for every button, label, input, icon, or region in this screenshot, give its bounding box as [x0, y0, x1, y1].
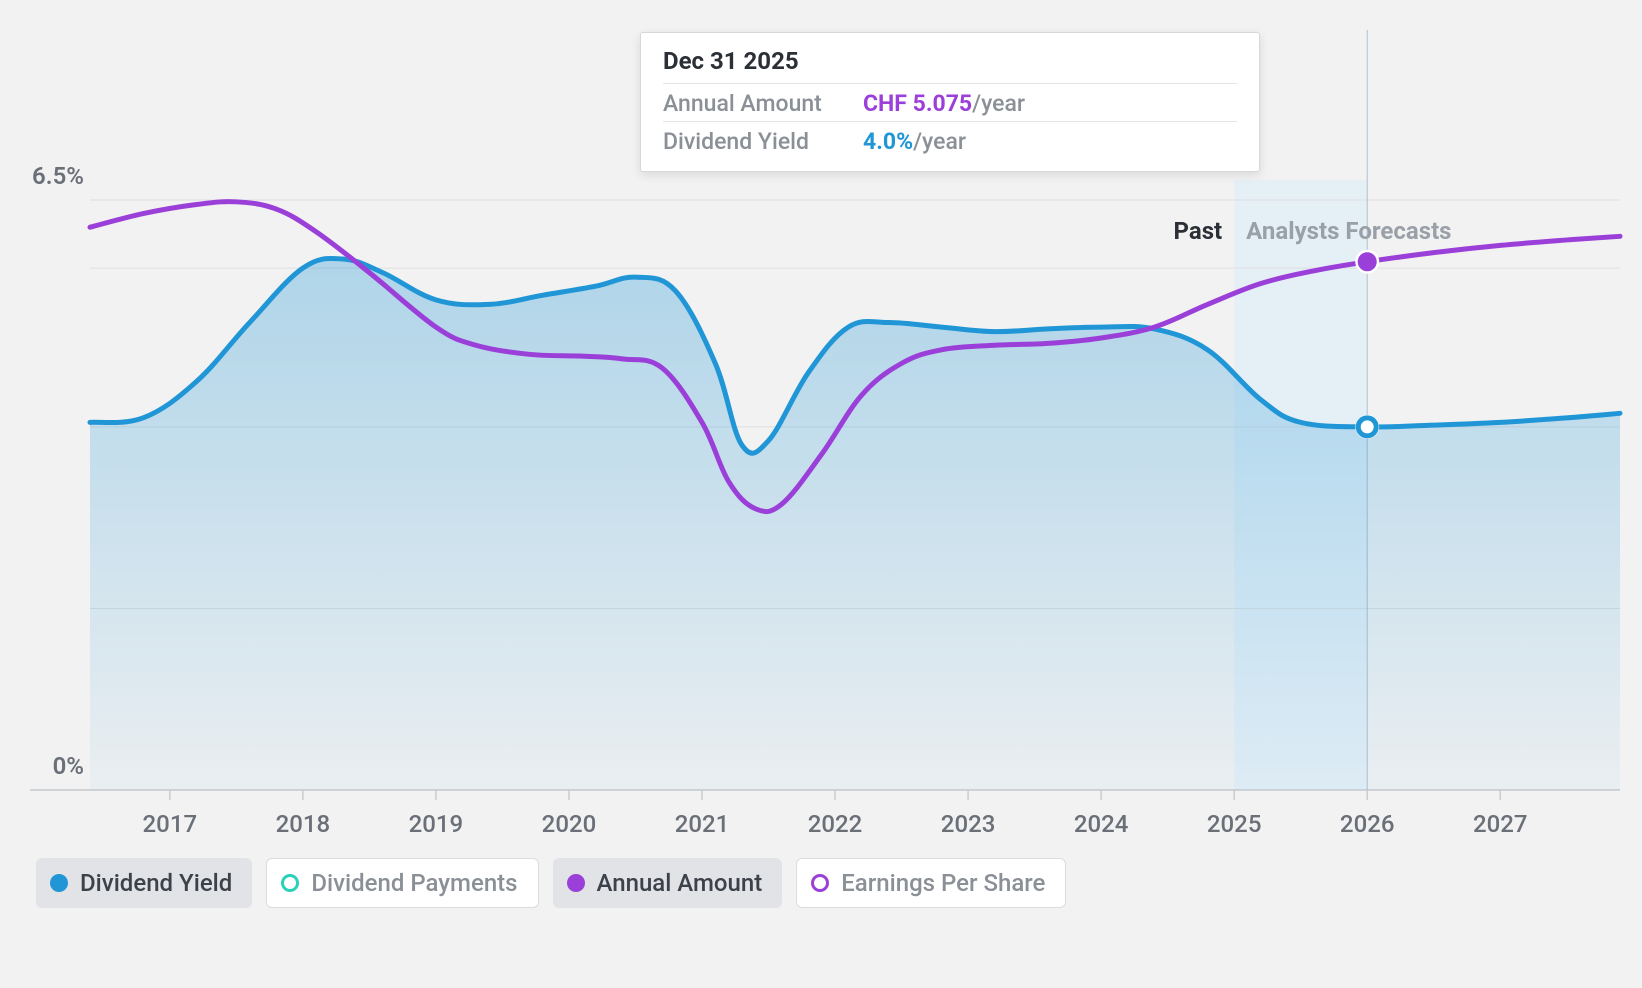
- tooltip-date: Dec 31 2025: [663, 47, 1237, 83]
- x-axis-tick-label: 2026: [1340, 810, 1395, 838]
- tooltip-unit: /year: [972, 90, 1025, 117]
- tooltip-row: Annual AmountCHF 5.075/year: [663, 83, 1237, 121]
- x-axis-tick-label: 2017: [143, 810, 198, 838]
- x-axis-tick-label: 2021: [675, 810, 730, 838]
- legend-item-dividend-yield[interactable]: Dividend Yield: [36, 858, 252, 908]
- legend-item-earnings-per-share[interactable]: Earnings Per Share: [796, 858, 1066, 908]
- legend-dot-icon: [567, 874, 585, 892]
- y-axis-tick-label: 0%: [53, 752, 84, 780]
- tooltip-key: Annual Amount: [663, 90, 863, 117]
- legend-label: Earnings Per Share: [841, 869, 1045, 897]
- legend-ring-icon: [281, 874, 299, 892]
- dividend-chart: 6.5% 0% 2017 2018 2019 2020 2021 2022 2023 2024 2…: [0, 0, 1642, 988]
- x-axis-tick-label: 2019: [409, 810, 464, 838]
- tooltip-value: 4.0%: [863, 128, 913, 155]
- forecast-label: Analysts Forecasts: [1246, 217, 1451, 245]
- legend-dot-icon: [50, 874, 68, 892]
- tooltip-key: Dividend Yield: [663, 128, 863, 155]
- legend-label: Dividend Yield: [80, 869, 232, 897]
- x-axis-tick-label: 2023: [941, 810, 996, 838]
- x-axis-tick-label: 2024: [1074, 810, 1129, 838]
- chart-legend: Dividend Yield Dividend Payments Annual Am…: [36, 858, 1066, 908]
- tooltip-row: Dividend Yield4.0%/year: [663, 121, 1237, 159]
- legend-label: Dividend Payments: [311, 869, 517, 897]
- x-axis-tick-label: 2025: [1207, 810, 1262, 838]
- tooltip-value: CHF 5.075: [863, 90, 972, 117]
- y-axis-tick-label: 6.5%: [32, 162, 84, 190]
- x-axis-tick-label: 2022: [808, 810, 863, 838]
- hover-tooltip: Dec 31 2025 Annual AmountCHF 5.075/yearD…: [640, 32, 1260, 172]
- tooltip-unit: /year: [913, 128, 966, 155]
- legend-ring-icon: [811, 874, 829, 892]
- x-axis-tick-label: 2018: [276, 810, 331, 838]
- legend-label: Annual Amount: [597, 869, 763, 897]
- legend-item-annual-amount[interactable]: Annual Amount: [553, 858, 783, 908]
- past-label: Past: [1174, 217, 1223, 245]
- x-axis-tick-label: 2027: [1473, 810, 1528, 838]
- legend-item-dividend-payments[interactable]: Dividend Payments: [266, 858, 538, 908]
- x-axis-tick-label: 2020: [542, 810, 597, 838]
